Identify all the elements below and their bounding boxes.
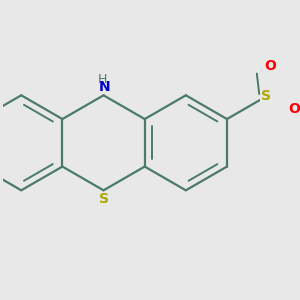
Text: O: O [289,102,300,116]
Text: N: N [98,80,110,94]
Text: H: H [98,73,107,86]
Text: O: O [264,58,276,73]
Text: S: S [261,89,271,103]
Text: S: S [99,192,109,206]
